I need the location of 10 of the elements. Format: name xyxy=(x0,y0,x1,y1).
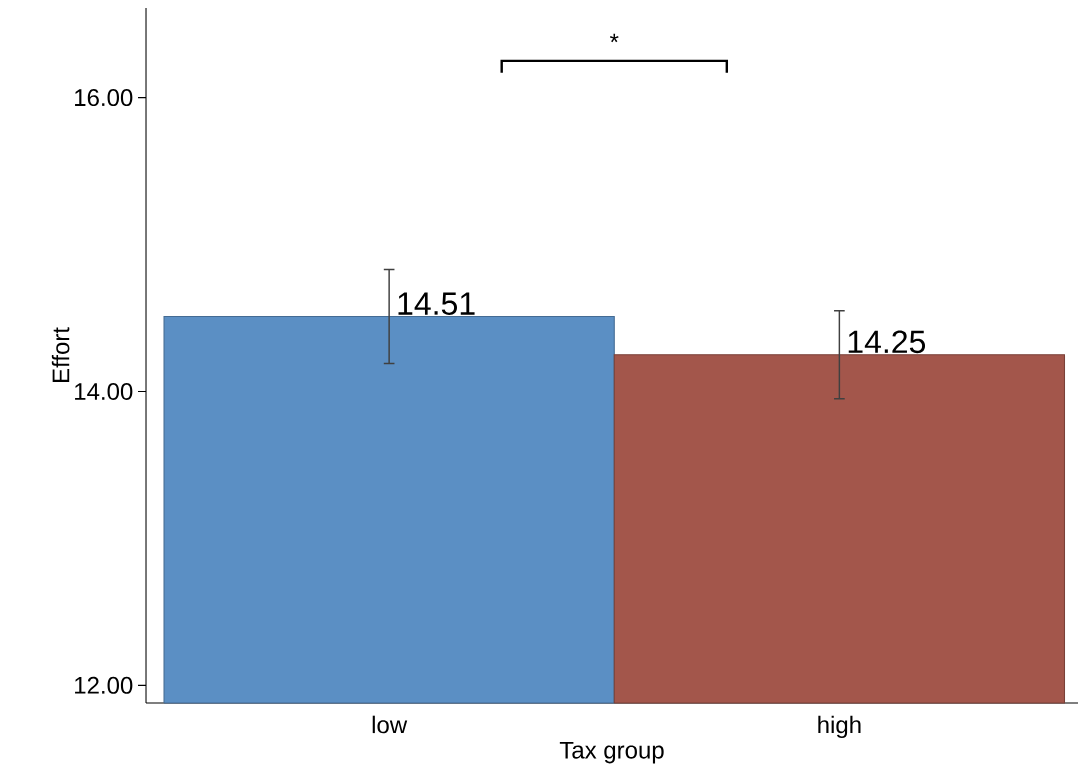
x-tick-label: high xyxy=(818,715,861,739)
y-tick-label: 14.00 xyxy=(75,382,133,400)
y-axis-title: Effort xyxy=(51,327,70,382)
y-tick-label: 16.00 xyxy=(75,89,133,107)
x-tick-label: low xyxy=(372,715,408,734)
data-label: 14.25 xyxy=(848,330,926,354)
annotation: * xyxy=(609,33,619,43)
y-tick-label: 12.00 xyxy=(75,676,133,694)
x-axis-title: Tax group xyxy=(559,741,664,764)
data-label: 14.51 xyxy=(398,292,475,315)
